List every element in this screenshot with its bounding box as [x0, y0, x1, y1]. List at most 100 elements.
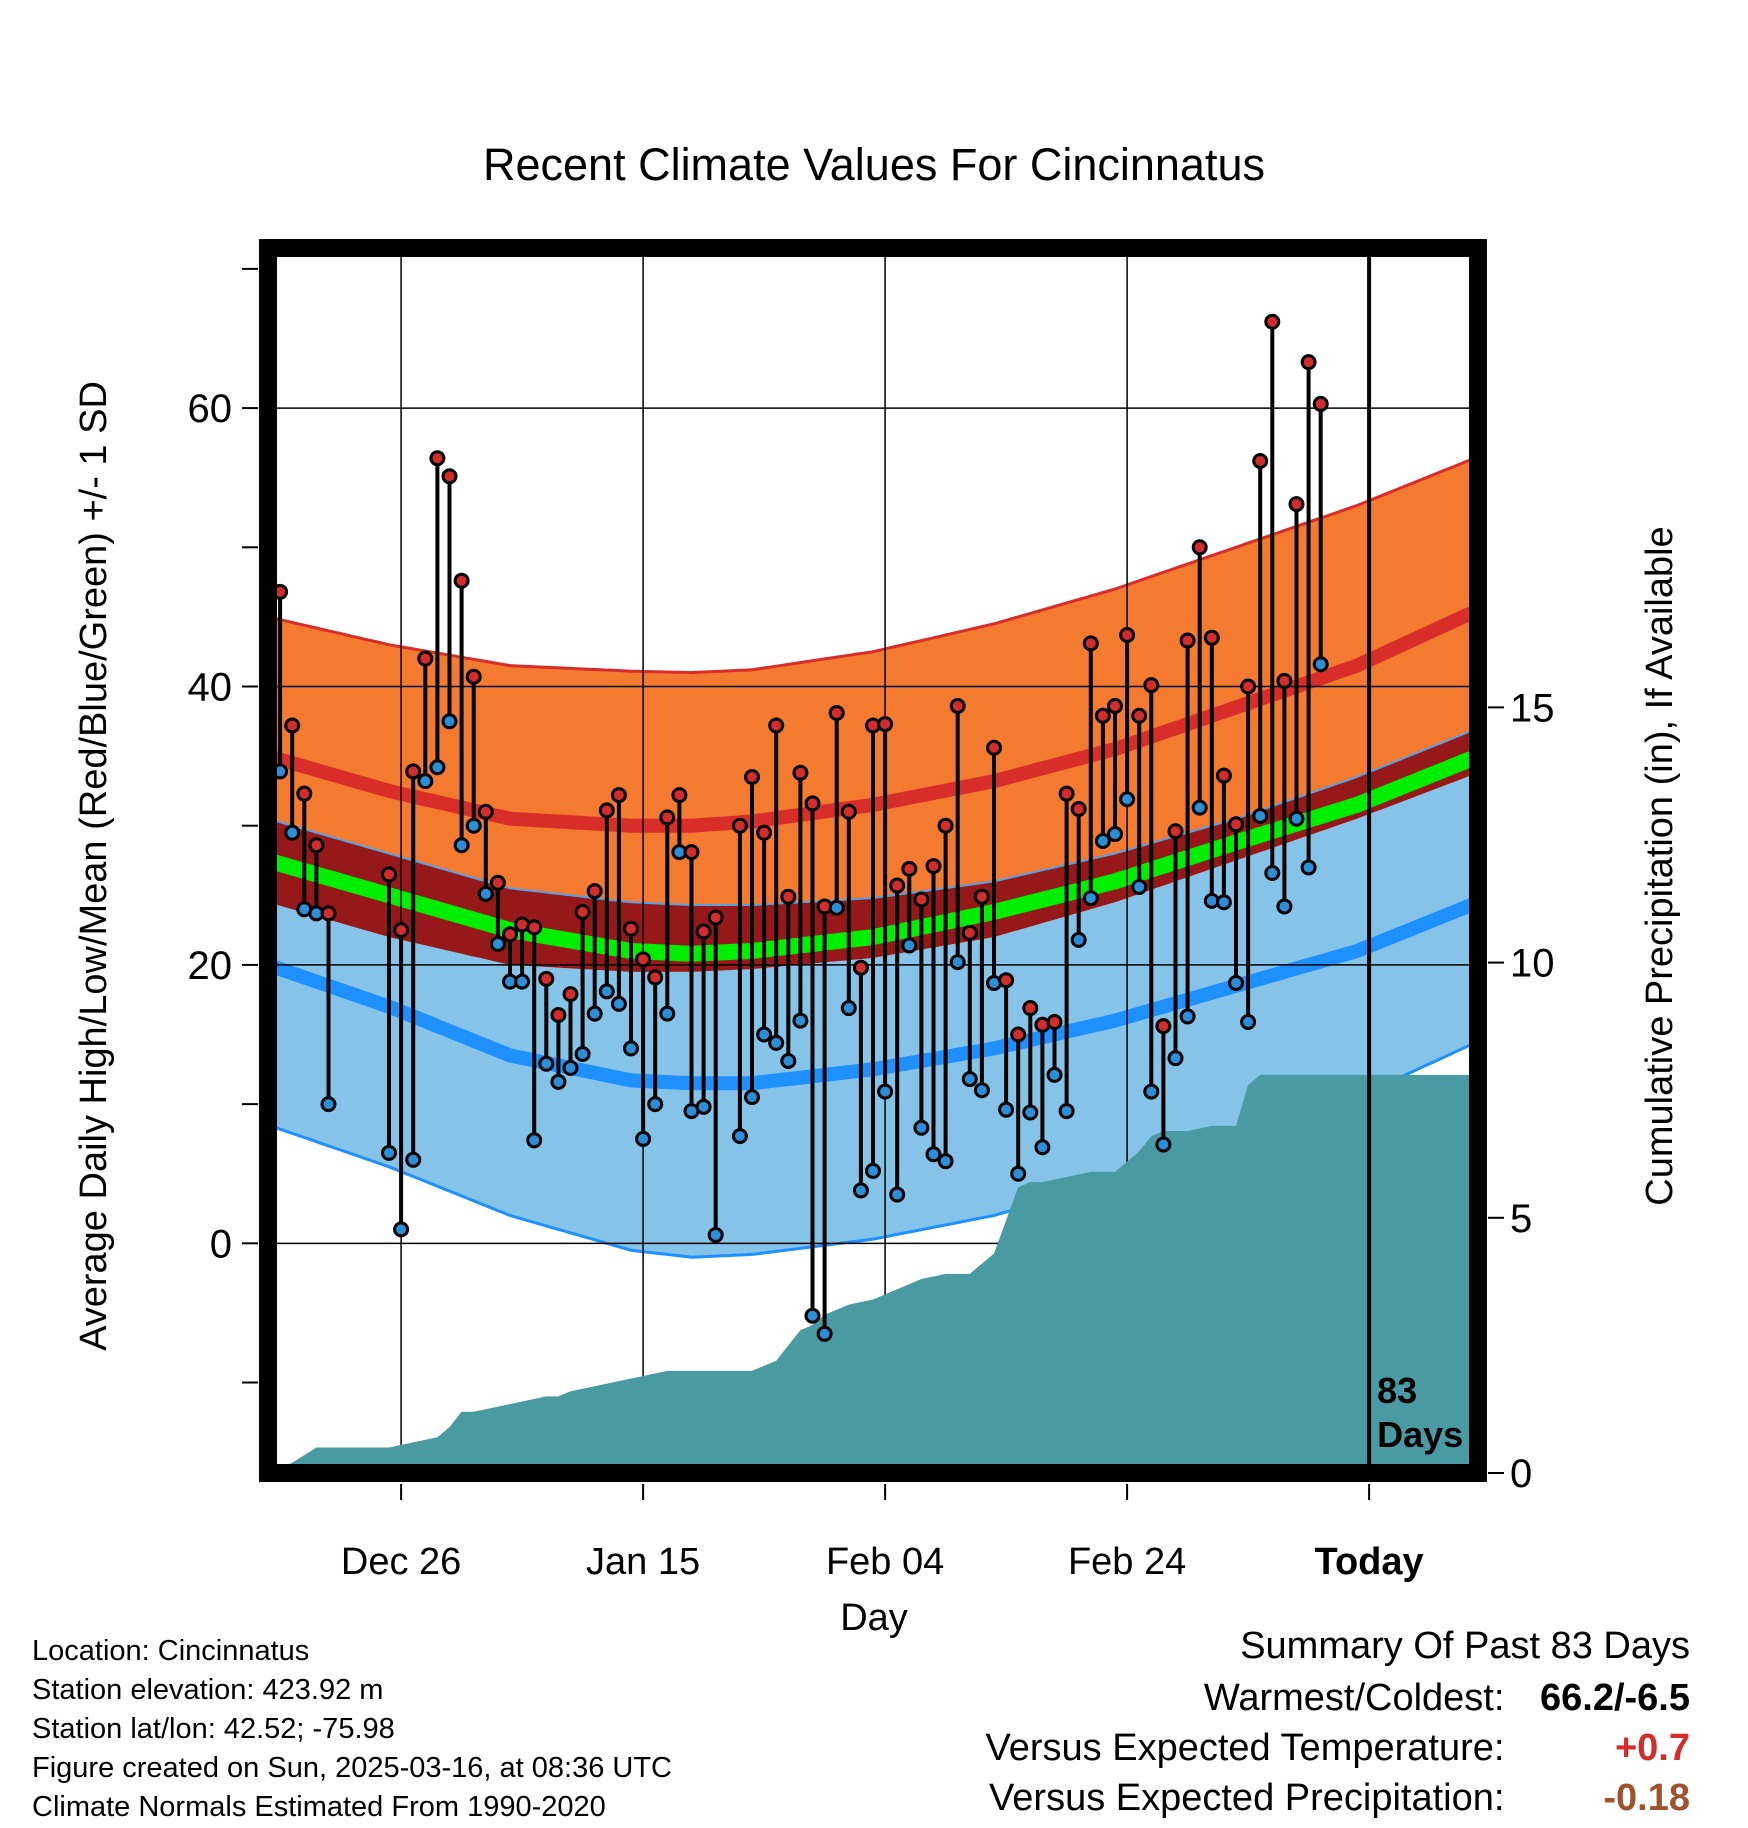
- daily-high-point: [526, 919, 543, 936]
- daily-high-point: [780, 888, 797, 905]
- daily-high-point: [1010, 1026, 1027, 1043]
- daily-high-point: [1312, 395, 1329, 412]
- daily-high-point: [296, 785, 313, 802]
- daily-low-point: [647, 1096, 664, 1113]
- daily-high-point: [961, 924, 978, 941]
- daily-low-point: [1312, 656, 1329, 673]
- daily-low-point: [1215, 894, 1232, 911]
- daily-high-point: [284, 717, 301, 734]
- daily-high-point: [1119, 626, 1136, 643]
- today-days-count: 83: [1377, 1370, 1417, 1411]
- daily-low-point: [1276, 898, 1293, 915]
- summary-temperature: Versus Expected Temperature: +0.7: [986, 1727, 1690, 1770]
- daily-high-point: [731, 817, 748, 834]
- daily-low-point: [538, 1055, 555, 1072]
- daily-high-point: [852, 959, 869, 976]
- daily-high-point: [1058, 785, 1075, 802]
- daily-high-point: [949, 697, 966, 714]
- daily-low-point: [731, 1128, 748, 1145]
- daily-low-point: [1131, 878, 1148, 895]
- daily-high-point: [1131, 707, 1148, 724]
- daily-low-point: [610, 995, 627, 1012]
- daily-high-point: [1155, 1018, 1172, 1035]
- daily-high-point: [840, 803, 857, 820]
- daily-high-point: [502, 926, 518, 943]
- daily-high-point: [998, 972, 1015, 989]
- daily-high-point: [1143, 677, 1160, 694]
- summary-temp-value: +0.7: [1614, 1727, 1690, 1769]
- daily-high-point: [768, 717, 785, 734]
- summary-warmest-coldest-value: 66.2/-6.5: [1540, 1677, 1690, 1719]
- daily-low-point: [804, 1307, 821, 1324]
- overlap-band: [268, 728, 1478, 972]
- daily-low-point: [792, 1012, 809, 1029]
- daily-low-point: [949, 954, 966, 971]
- daily-low-point: [1240, 1013, 1257, 1030]
- y-right-tick-label: 5: [1510, 1197, 1532, 1241]
- daily-low-point: [586, 1005, 603, 1022]
- daily-high-point: [1240, 678, 1257, 695]
- daily-low-point: [1010, 1165, 1027, 1182]
- daily-high-point: [913, 891, 930, 908]
- daily-low-point: [913, 1119, 930, 1136]
- daily-high-point: [659, 809, 676, 826]
- precip-area: [268, 1074, 1478, 1473]
- daily-high-point: [792, 764, 809, 781]
- daily-low-point: [1046, 1066, 1063, 1083]
- daily-low-point: [477, 885, 494, 902]
- daily-low-point: [659, 1005, 676, 1022]
- daily-high-point: [804, 795, 821, 812]
- daily-low-point: [1022, 1104, 1039, 1121]
- plot-frame: [259, 239, 1487, 1482]
- daily-low-point: [816, 1325, 833, 1342]
- daily-low-point: [1094, 833, 1111, 850]
- daily-high-point: [1070, 800, 1087, 817]
- daily-high-point: [598, 802, 615, 819]
- daily-high-point: [1167, 823, 1184, 840]
- summary-warmest-coldest: Warmest/Coldest: 66.2/-6.5: [1204, 1677, 1690, 1720]
- y-right-tick-label: 10: [1510, 942, 1555, 986]
- daily-high-point: [562, 986, 579, 1003]
- summary-temp-label: Versus Expected Temperature:: [985, 1727, 1505, 1769]
- daily-high-point: [623, 920, 639, 937]
- daily-high-point: [477, 803, 494, 820]
- daily-low-point: [973, 1082, 990, 1099]
- daily-high-point: [1107, 697, 1123, 714]
- summary-precip-value: -0.18: [1603, 1777, 1690, 1819]
- daily-high-point: [1082, 635, 1099, 652]
- daily-low-point: [1351, 0, 1364, 7]
- daily-low-point: [889, 1186, 906, 1203]
- x-tick-label: Feb 24: [1068, 1541, 1186, 1583]
- daily-low-point: [1326, 0, 1339, 7]
- daily-low-point: [598, 983, 615, 1000]
- daily-high-point: [381, 866, 397, 883]
- daily-low-point: [1058, 1103, 1075, 1120]
- daily-high-point: [574, 904, 591, 921]
- daily-high-point: [1252, 452, 1269, 469]
- daily-low-point: [381, 1144, 397, 1161]
- info-normals: Climate Normals Estimated From 1990-2020: [32, 1791, 606, 1823]
- daily-high-point: [647, 969, 664, 986]
- daily-high-point: [1191, 539, 1208, 556]
- y-axis-label-left: Average Daily High/Low/Mean (Red/Blue/Gr…: [73, 381, 115, 1351]
- today-days-label: Days: [1377, 1414, 1463, 1455]
- y-left-tick-label: 60: [188, 387, 233, 431]
- info-location: Location: Cincinnatus: [32, 1635, 310, 1667]
- info-latlon: Station lat/lon: 42.52; -75.98: [32, 1713, 395, 1745]
- daily-high-point: [417, 650, 434, 667]
- daily-high-point: [550, 1007, 567, 1024]
- daily-low-point: [1252, 807, 1269, 824]
- daily-high-point: [986, 739, 1002, 756]
- daily-low-point: [1179, 1008, 1196, 1025]
- daily-high-point: [925, 858, 942, 875]
- daily-high-point: [538, 970, 555, 987]
- daily-low-point: [1300, 859, 1317, 876]
- daily-high-point: [707, 909, 724, 926]
- y-right-tick-label: 0: [1510, 1452, 1532, 1496]
- daily-high-point: [889, 877, 906, 894]
- daily-low-point: [465, 817, 482, 834]
- daily-high-point: [756, 824, 773, 841]
- daily-high-point: [1338, 0, 1351, 7]
